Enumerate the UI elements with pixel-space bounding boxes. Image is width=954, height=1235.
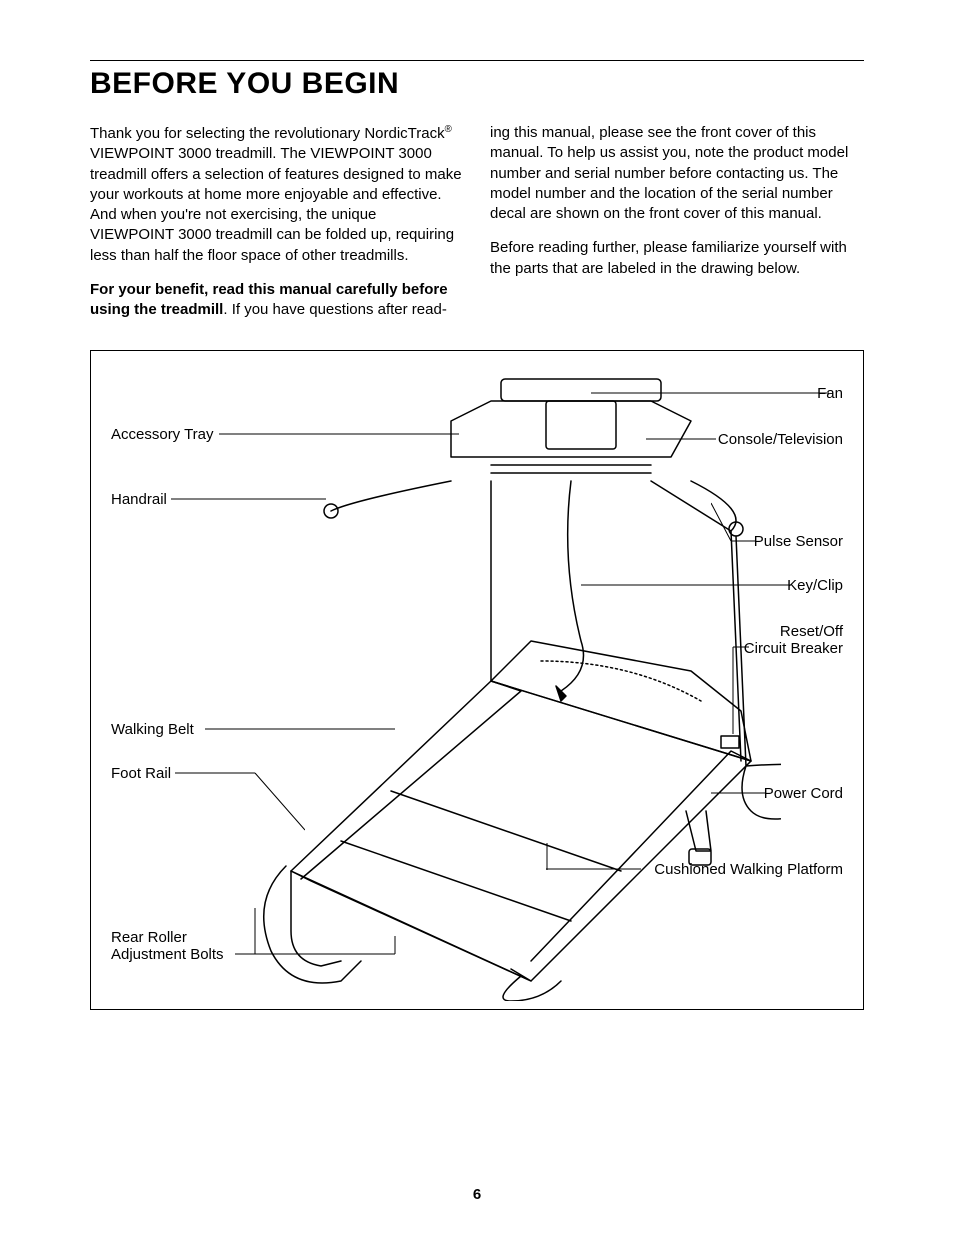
column-left: Thank you for selecting the revolutionar… [90, 123, 464, 334]
label-rear-roller: Rear Roller Adjustment Bolts [111, 929, 224, 963]
label-walking-belt: Walking Belt [111, 721, 194, 738]
registered-mark: ® [445, 124, 452, 135]
column-right: ing this manual, please see the front co… [490, 123, 864, 334]
label-reset-l2: Circuit Breaker [744, 640, 843, 657]
page-number: 6 [0, 1186, 954, 1203]
bold-paragraph: For your benefit, read this manual caref… [90, 280, 464, 321]
label-reset: Reset/Off Circuit Breaker [744, 623, 843, 657]
intro-text-a: Thank you for selecting the revolutionar… [90, 125, 445, 142]
label-accessory-tray: Accessory Tray [111, 426, 214, 443]
label-foot-rail: Foot Rail [111, 765, 171, 782]
manual-page: BEFORE YOU BEGIN Thank you for selecting… [0, 0, 954, 1235]
label-power-cord: Power Cord [764, 785, 843, 802]
label-handrail: Handrail [111, 491, 167, 508]
intro-text-b: VIEWPOINT 3000 treadmill. The VIEWPOINT … [90, 145, 462, 263]
label-pulse-sensor: Pulse Sensor [754, 533, 843, 550]
text-columns: Thank you for selecting the revolutionar… [90, 123, 864, 334]
label-rear-roller-l1: Rear Roller [111, 929, 187, 946]
treadmill-diagram: Accessory Tray Handrail Walking Belt Foo… [90, 350, 864, 1010]
top-rule [90, 60, 864, 61]
familiarize-paragraph: Before reading further, please familiari… [490, 238, 864, 279]
label-reset-l1: Reset/Off [780, 623, 843, 640]
intro-paragraph: Thank you for selecting the revolutionar… [90, 123, 464, 266]
label-key-clip: Key/Clip [787, 577, 843, 594]
treadmill-illustration [191, 361, 781, 1001]
bold-continuation: . If you have questions after read- [223, 301, 446, 318]
continuation-paragraph: ing this manual, please see the front co… [490, 123, 864, 224]
label-rear-roller-l2: Adjustment Bolts [111, 946, 224, 963]
label-cushioned: Cushioned Walking Platform [654, 861, 843, 878]
label-console: Console/Television [718, 431, 843, 448]
page-title: BEFORE YOU BEGIN [90, 67, 864, 101]
